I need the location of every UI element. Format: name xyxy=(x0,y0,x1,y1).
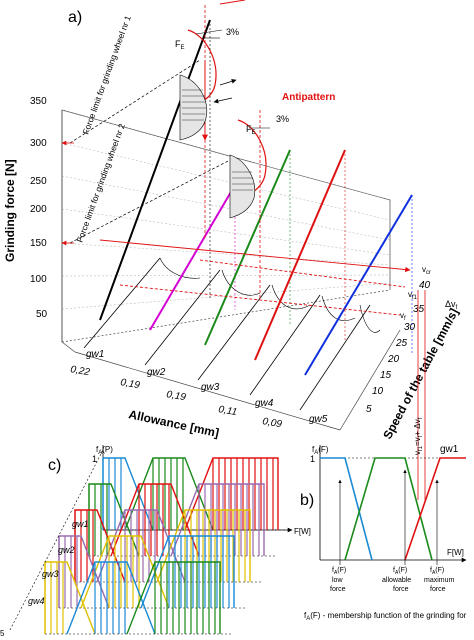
panel-b-tick-one: 1 xyxy=(310,454,315,464)
low-force-text-2: force xyxy=(330,586,346,593)
panel-a-frame xyxy=(61,109,401,431)
speed-lines xyxy=(99,239,426,500)
panel-b: b) fA(F) 1 F[W] gw1 fA(F) low force fA(F… xyxy=(300,444,467,593)
caption: fA(F) - membership function of the grind… xyxy=(304,611,467,622)
panel-a-y-axis-title: Grinding force [N] xyxy=(3,159,17,262)
panel-c-diagonal xyxy=(9,449,104,631)
panel-b-curves xyxy=(320,457,466,561)
wheel-label-gw1: gw1 xyxy=(86,349,104,360)
series-line-gw1 xyxy=(99,19,211,321)
force-limit-lines xyxy=(69,59,231,244)
z-tick: 30 xyxy=(404,322,416,333)
z-tick: 10 xyxy=(372,386,384,397)
series-line-gw3 xyxy=(204,149,291,346)
low-force-text-1: low xyxy=(332,577,343,584)
panel-b-curve-label: gw1 xyxy=(440,444,459,455)
panel-a-x-ticks: 0,22 0,19 0,19 0,11 0,09 xyxy=(69,364,283,430)
panel-b-label: b) xyxy=(300,492,314,509)
panel-b-pointer-lines xyxy=(338,469,439,565)
series-line-gw4 xyxy=(254,149,346,361)
pct-1-label: 3% xyxy=(226,27,239,37)
pct-2-label: 3% xyxy=(276,114,289,124)
vertical-formula-label: vf1=vf+ Δvf xyxy=(413,417,424,455)
panel-c-label: c) xyxy=(48,457,61,474)
fe-2-label: FE xyxy=(246,124,256,136)
floor-bells xyxy=(159,257,381,333)
panel-a-x-axis-title: Allowance [mm] xyxy=(127,407,220,440)
force-limit-arrows xyxy=(61,140,74,246)
y-tick: 250 xyxy=(30,176,47,187)
wheel-labels: gw1 gw2 gw3 gw4 gw5 xyxy=(86,349,328,425)
panel-c: c) fA(P) 1 F[W] gw1 gw2 gw3 gw4 5 xyxy=(0,445,311,638)
max-force-text-2: force xyxy=(430,586,446,593)
panel-a: a) 350 300 250 200 150 100 50 xyxy=(3,0,461,500)
membership-trapezoid xyxy=(96,509,186,583)
z-tick: 40 xyxy=(419,280,431,291)
panel-a-y-ticks: 350 300 250 200 150 100 50 xyxy=(30,96,48,320)
allowable-force-curve xyxy=(344,457,433,561)
z-tick: 5 xyxy=(366,404,372,415)
layer-label: gw3 xyxy=(42,569,59,579)
y-tick: 350 xyxy=(30,96,47,107)
max-force-label: fA(F) xyxy=(430,567,444,576)
low-force-curve xyxy=(320,457,373,561)
layer-label: gw2 xyxy=(58,545,75,555)
wheel-label-gw4: gw4 xyxy=(255,398,274,409)
max-force-text-1: maximum xyxy=(424,577,455,584)
force-limit-1-label: Force limit for grinding wheel nr 1 xyxy=(80,14,132,136)
series-lines xyxy=(99,19,413,376)
low-force-label: fA(F) xyxy=(332,567,346,576)
y-tick: 300 xyxy=(30,138,47,149)
panel-c-corner: 5 xyxy=(0,629,5,638)
y-tick: 200 xyxy=(30,204,47,215)
x-tick: 0,19 xyxy=(165,389,187,403)
hatch-lines xyxy=(182,89,254,191)
membership-trapezoid xyxy=(126,561,221,635)
panel-c-y-label: fA(P) xyxy=(96,445,113,456)
wheel-label-gw3: gw3 xyxy=(201,382,220,393)
v-cr-label: vcr xyxy=(422,265,431,276)
panel-c-tick-one: 1 xyxy=(92,454,97,464)
z-tick: 15 xyxy=(380,370,392,381)
z-tick: 25 xyxy=(395,338,408,349)
x-tick: 0,11 xyxy=(217,404,237,418)
series-line-gw2 xyxy=(149,184,236,331)
panel-b-x-label: F[W] xyxy=(447,548,464,557)
y-tick: 150 xyxy=(30,238,47,249)
panel-a-z-ticks: 40 35 30 25 20 15 10 5 xyxy=(366,280,431,415)
delta-v-label: Δvf xyxy=(445,299,458,311)
allow-force-label: fA(F) xyxy=(393,567,407,576)
force-limit-2-label: Force limit for grinding wheel nr 2 xyxy=(74,122,126,244)
layer-label: gw1 xyxy=(72,519,89,529)
series-line-gw5 xyxy=(304,194,413,376)
v-f1-label: vf1 xyxy=(408,290,418,301)
maximum-force-curve xyxy=(404,457,466,561)
y-tick: 50 xyxy=(36,309,48,320)
panel-a-label: a) xyxy=(68,9,82,26)
x-tick: 0,09 xyxy=(261,416,283,430)
x-tick: 0,19 xyxy=(119,377,141,391)
membership-trapezoid xyxy=(156,509,251,583)
antipattern-label: Antipattern xyxy=(282,92,335,103)
z-tick: 35 xyxy=(413,304,425,315)
z-tick: 20 xyxy=(387,354,400,365)
allow-force-text-1: allowable xyxy=(382,577,411,584)
y-tick: 100 xyxy=(30,274,47,285)
panel-b-y-label: fA(F) xyxy=(312,445,329,456)
panel-c-layer-labels: gw1 gw2 gw3 gw4 xyxy=(28,519,89,606)
fe-1-label: FE xyxy=(175,39,185,51)
v-f-label: vf xyxy=(400,311,406,322)
hatched-bells xyxy=(179,74,256,219)
allow-force-text-2: force xyxy=(393,586,409,593)
wheel-label-gw5: gw5 xyxy=(309,414,328,425)
layer-label: gw4 xyxy=(28,596,45,606)
membership-trapezoid xyxy=(66,561,156,635)
wheel-label-gw2: gw2 xyxy=(147,367,166,378)
annotation-arrows xyxy=(213,78,237,104)
panel-c-x-label: F[W] xyxy=(294,527,311,536)
wheel-base-lines xyxy=(83,257,371,411)
x-tick: 0,22 xyxy=(69,364,91,378)
panel-c-layers xyxy=(44,457,290,635)
